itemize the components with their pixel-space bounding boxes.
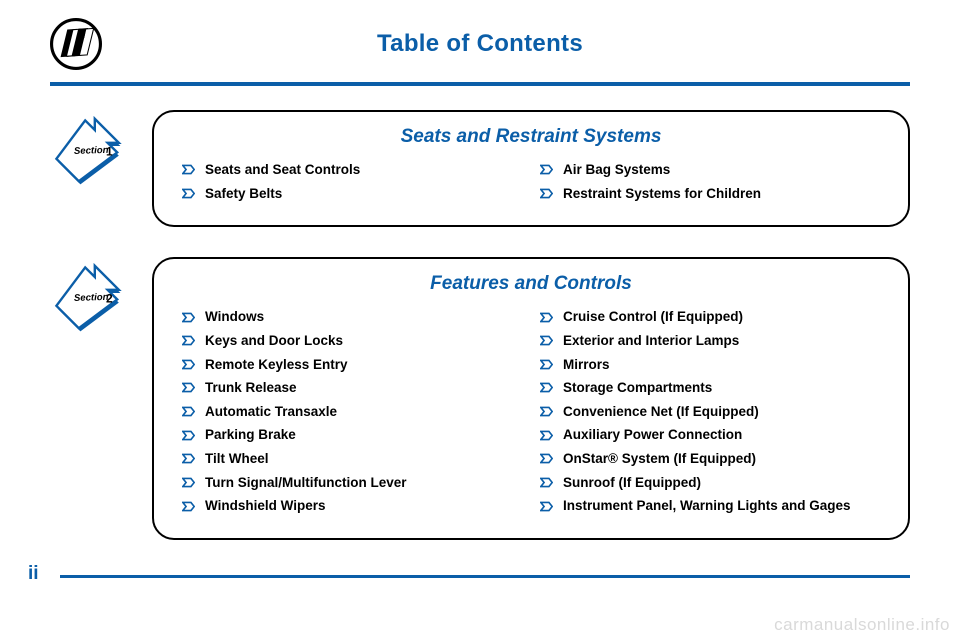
- section-2-title: Features and Controls: [182, 273, 880, 295]
- bullet-icon: [540, 406, 553, 417]
- toc-item-label: Auxiliary Power Connection: [563, 423, 742, 447]
- badge-number: 1: [106, 145, 113, 159]
- bullet-icon: [540, 453, 553, 464]
- section-2-right-list: Cruise Control (If Equipped) Exterior an…: [540, 305, 880, 518]
- toc-item-label: Tilt Wheel: [205, 447, 269, 471]
- toc-item[interactable]: Mirrors: [540, 353, 880, 377]
- toc-item[interactable]: Windows: [182, 305, 522, 329]
- bullet-icon: [182, 382, 195, 393]
- bullet-icon: [182, 430, 195, 441]
- toc-item-label: Storage Compartments: [563, 376, 712, 400]
- page-title: Table of Contents: [50, 30, 910, 58]
- toc-item[interactable]: Instrument Panel, Warning Lights and Gag…: [540, 494, 880, 518]
- watermark: carmanualsonline.info: [774, 615, 950, 635]
- footer-rule: [60, 575, 910, 578]
- section-badge-1[interactable]: Section 1: [50, 110, 130, 199]
- toc-item-label: Safety Belts: [205, 182, 282, 206]
- toc-item[interactable]: Keys and Door Locks: [182, 329, 522, 353]
- bullet-icon: [540, 335, 553, 346]
- toc-item-label: Exterior and Interior Lamps: [563, 329, 739, 353]
- section-1-left-list: Seats and Seat Controls Safety Belts: [182, 158, 522, 205]
- toc-item[interactable]: Seats and Seat Controls: [182, 158, 522, 182]
- toc-item-label: Parking Brake: [205, 423, 296, 447]
- bullet-icon: [182, 453, 195, 464]
- toc-item-label: Trunk Release: [205, 376, 297, 400]
- bullet-icon: [182, 406, 195, 417]
- toc-item-label: Mirrors: [563, 353, 610, 377]
- section-arrow-icon: Section 2: [50, 261, 130, 341]
- toc-item-label: Sunroof (If Equipped): [563, 471, 701, 495]
- section-2-panel: Features and Controls Windows Keys and D…: [152, 257, 910, 540]
- toc-item[interactable]: Parking Brake: [182, 423, 522, 447]
- badge-label: Section: [74, 145, 109, 157]
- bullet-icon: [182, 501, 195, 512]
- toc-item[interactable]: Exterior and Interior Lamps: [540, 329, 880, 353]
- header: Table of Contents: [50, 18, 910, 70]
- badge-number: 2: [106, 292, 113, 306]
- page: Table of Contents Section 1 Seats and Re…: [0, 0, 960, 641]
- toc-item[interactable]: Auxiliary Power Connection: [540, 423, 880, 447]
- toc-item-label: Keys and Door Locks: [205, 329, 343, 353]
- section-1: Section 1 Seats and Restraint Systems Se…: [50, 110, 910, 227]
- toc-item[interactable]: Cruise Control (If Equipped): [540, 305, 880, 329]
- bullet-icon: [540, 164, 553, 175]
- toc-item-label: Air Bag Systems: [563, 158, 670, 182]
- toc-item-label: Remote Keyless Entry: [205, 353, 348, 377]
- bullet-icon: [182, 188, 195, 199]
- bullet-icon: [540, 382, 553, 393]
- toc-item-label: Convenience Net (If Equipped): [563, 400, 759, 424]
- bullet-icon: [182, 359, 195, 370]
- section-1-title: Seats and Restraint Systems: [182, 126, 880, 148]
- section-arrow-icon: Section 1: [50, 114, 130, 194]
- bullet-icon: [540, 430, 553, 441]
- toc-item[interactable]: OnStar® System (If Equipped): [540, 447, 880, 471]
- badge-label: Section: [74, 292, 109, 304]
- bullet-icon: [540, 501, 553, 512]
- toc-item[interactable]: Sunroof (If Equipped): [540, 471, 880, 495]
- toc-item[interactable]: Automatic Transaxle: [182, 400, 522, 424]
- toc-item[interactable]: Windshield Wipers: [182, 494, 522, 518]
- toc-item-label: Seats and Seat Controls: [205, 158, 360, 182]
- toc-item[interactable]: Turn Signal/Multifunction Lever: [182, 471, 522, 495]
- toc-item-label: Turn Signal/Multifunction Lever: [205, 471, 407, 495]
- bullet-icon: [182, 477, 195, 488]
- toc-item-label: OnStar® System (If Equipped): [563, 447, 756, 471]
- toc-item[interactable]: Storage Compartments: [540, 376, 880, 400]
- toc-item-label: Windshield Wipers: [205, 494, 326, 518]
- section-2: Section 2 Features and Controls Windows …: [50, 257, 910, 540]
- toc-item[interactable]: Trunk Release: [182, 376, 522, 400]
- header-rule: [50, 82, 910, 86]
- bullet-icon: [540, 188, 553, 199]
- page-number: ii: [28, 563, 39, 585]
- toc-item[interactable]: Safety Belts: [182, 182, 522, 206]
- toc-item[interactable]: Remote Keyless Entry: [182, 353, 522, 377]
- bullet-icon: [182, 312, 195, 323]
- bullet-icon: [540, 477, 553, 488]
- toc-item-label: Restraint Systems for Children: [563, 182, 761, 206]
- toc-item[interactable]: Convenience Net (If Equipped): [540, 400, 880, 424]
- toc-item[interactable]: Restraint Systems for Children: [540, 182, 880, 206]
- toc-item[interactable]: Air Bag Systems: [540, 158, 880, 182]
- section-1-panel: Seats and Restraint Systems Seats and Se…: [152, 110, 910, 227]
- bullet-icon: [540, 312, 553, 323]
- toc-item-label: Automatic Transaxle: [205, 400, 337, 424]
- section-2-left-list: Windows Keys and Door Locks Remote Keyle…: [182, 305, 522, 518]
- toc-item[interactable]: Tilt Wheel: [182, 447, 522, 471]
- section-1-columns: Seats and Seat Controls Safety Belts Air…: [182, 158, 880, 205]
- section-1-right-list: Air Bag Systems Restraint Systems for Ch…: [540, 158, 880, 205]
- bullet-icon: [540, 359, 553, 370]
- toc-item-label: Windows: [205, 305, 264, 329]
- section-2-columns: Windows Keys and Door Locks Remote Keyle…: [182, 305, 880, 518]
- section-badge-2[interactable]: Section 2: [50, 257, 130, 346]
- bullet-icon: [182, 335, 195, 346]
- toc-item-label: Instrument Panel, Warning Lights and Gag…: [563, 494, 851, 518]
- bullet-icon: [182, 164, 195, 175]
- toc-item-label: Cruise Control (If Equipped): [563, 305, 743, 329]
